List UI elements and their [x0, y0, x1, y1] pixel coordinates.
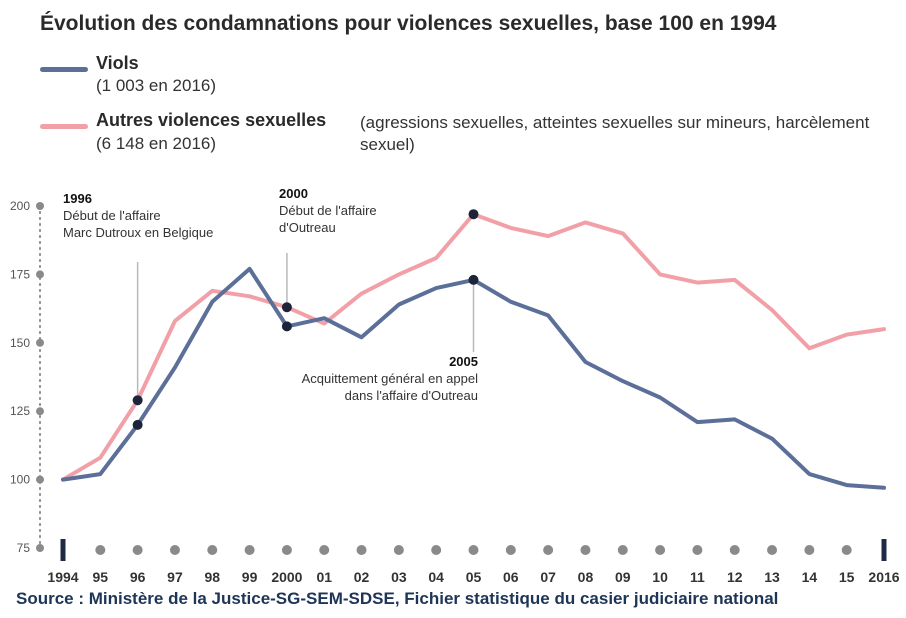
x-tick-dot: [729, 545, 740, 555]
x-tick-label: 03: [391, 569, 407, 585]
y-axis: 75 100 125 150 175 200: [10, 199, 44, 555]
y-tick-dot: [36, 338, 44, 347]
x-tick-dot: [393, 545, 404, 555]
x-tick-label: 02: [354, 569, 370, 585]
annotation-point-2005-viols: [468, 274, 479, 285]
x-tick-label: 11: [690, 569, 705, 585]
y-tick-dot: [36, 544, 44, 552]
x-tick-label: 08: [578, 569, 594, 585]
annotation-text: 1996 Début de l'affaire Marc Dutroux en Be…: [63, 186, 478, 403]
annotation-point-1996-viols: [132, 419, 143, 430]
x-tick-dot: [319, 545, 330, 555]
x-tick-dot: [505, 545, 516, 555]
x-tick-label: 09: [615, 569, 631, 585]
x-tick-label: 1994: [47, 569, 78, 585]
annotation-text-1996: Début de l'affaire: [63, 208, 161, 223]
x-tick-label: 06: [503, 569, 519, 585]
x-tick-label: 99: [242, 569, 258, 585]
x-tick-dot: [281, 545, 292, 555]
annotation-points: [132, 209, 479, 430]
x-tick-dot: [617, 545, 628, 555]
x-tick-label: 14: [802, 569, 818, 585]
annotation-text-1996: Marc Dutroux en Belgique: [63, 225, 213, 240]
x-tick-dot: [468, 545, 479, 555]
y-tick-dot: [36, 475, 44, 484]
annotation-text-2000: d'Outreau: [279, 220, 336, 235]
x-tick-dot: [169, 545, 180, 555]
x-tick-label: 10: [652, 569, 668, 585]
annotation-year-1996: 1996: [63, 191, 92, 206]
x-tick-dot: [132, 545, 143, 555]
x-tick-dot: [804, 545, 815, 555]
annotation-text-2000: Début de l'affaire: [279, 203, 377, 218]
x-tick-label: 96: [130, 569, 146, 585]
x-tick-label: 13: [764, 569, 780, 585]
annotation-text-2005: dans l'affaire d'Outreau: [345, 388, 478, 403]
x-tick-label: 97: [167, 569, 183, 585]
x-tick-dot: [692, 545, 703, 555]
legend-swatch-autres: [40, 124, 88, 129]
x-tick-dot: [767, 545, 778, 555]
source-note: Source : Ministère de la Justice-SG-SEM-…: [16, 589, 779, 608]
x-tick-label: 01: [316, 569, 332, 585]
legend-note-viols: (1 003 en 2016): [96, 76, 217, 95]
y-tick-label: 75: [17, 541, 31, 555]
annotation-text-2005: Acquittement général en appel: [302, 371, 478, 386]
x-tick-label: 2016: [868, 569, 899, 585]
x-tick-dot: [431, 545, 442, 555]
x-tick-label: 07: [540, 569, 556, 585]
x-tick-label: 15: [839, 569, 855, 585]
legend-note-autres: (6 148 en 2016): [96, 134, 217, 153]
legend-description-autres: (agressions sexuelles, atteintes sexuell…: [360, 113, 870, 154]
y-tick-label: 125: [10, 404, 30, 418]
annotation-point-1996-autres: [132, 395, 143, 406]
legend-swatch-viols: [40, 67, 88, 72]
x-tick-label: 05: [466, 569, 482, 585]
annotation-year-2005: 2005: [449, 354, 478, 369]
x-tick-label: 04: [428, 569, 444, 585]
y-tick-label: 200: [10, 199, 30, 213]
y-tick-label: 100: [10, 473, 30, 487]
x-tick-dot: [655, 545, 666, 555]
x-tick-dot: [841, 545, 852, 555]
x-tick-dot: [207, 545, 218, 555]
legend-label-autres: Autres violences sexuelles: [96, 110, 327, 130]
x-tick-label: 95: [93, 569, 109, 585]
x-tick-dot: [356, 545, 367, 555]
x-tick-dot: [244, 545, 255, 555]
y-tick-label: 175: [10, 267, 30, 281]
legend-label-viols: Viols: [96, 53, 139, 73]
x-tick-label: 98: [204, 569, 220, 585]
y-tick-label: 150: [10, 336, 30, 350]
annotation-lines: [136, 253, 475, 395]
annotation-point-2000-autres: [281, 302, 292, 313]
annotation-point-2000-viols: [281, 321, 292, 332]
x-tick-label: 12: [727, 569, 743, 585]
chart-title: Évolution des condamnations pour violenc…: [40, 12, 777, 35]
x-tick-bar: [881, 539, 887, 561]
x-tick-bar: [60, 539, 66, 561]
x-tick-dot: [95, 545, 106, 555]
x-tick-dot: [543, 545, 554, 555]
x-tick-label: 2000: [271, 569, 302, 585]
x-axis: 1994 95 96 97 98 99 2000 01 02 03 04 05 06 07 08 09 10 11…: [47, 539, 900, 585]
x-tick-dot: [580, 545, 591, 555]
annotation-point-2005-autres: [468, 209, 479, 220]
annotation-year-2000: 2000: [279, 186, 308, 201]
y-tick-dot: [36, 270, 44, 279]
